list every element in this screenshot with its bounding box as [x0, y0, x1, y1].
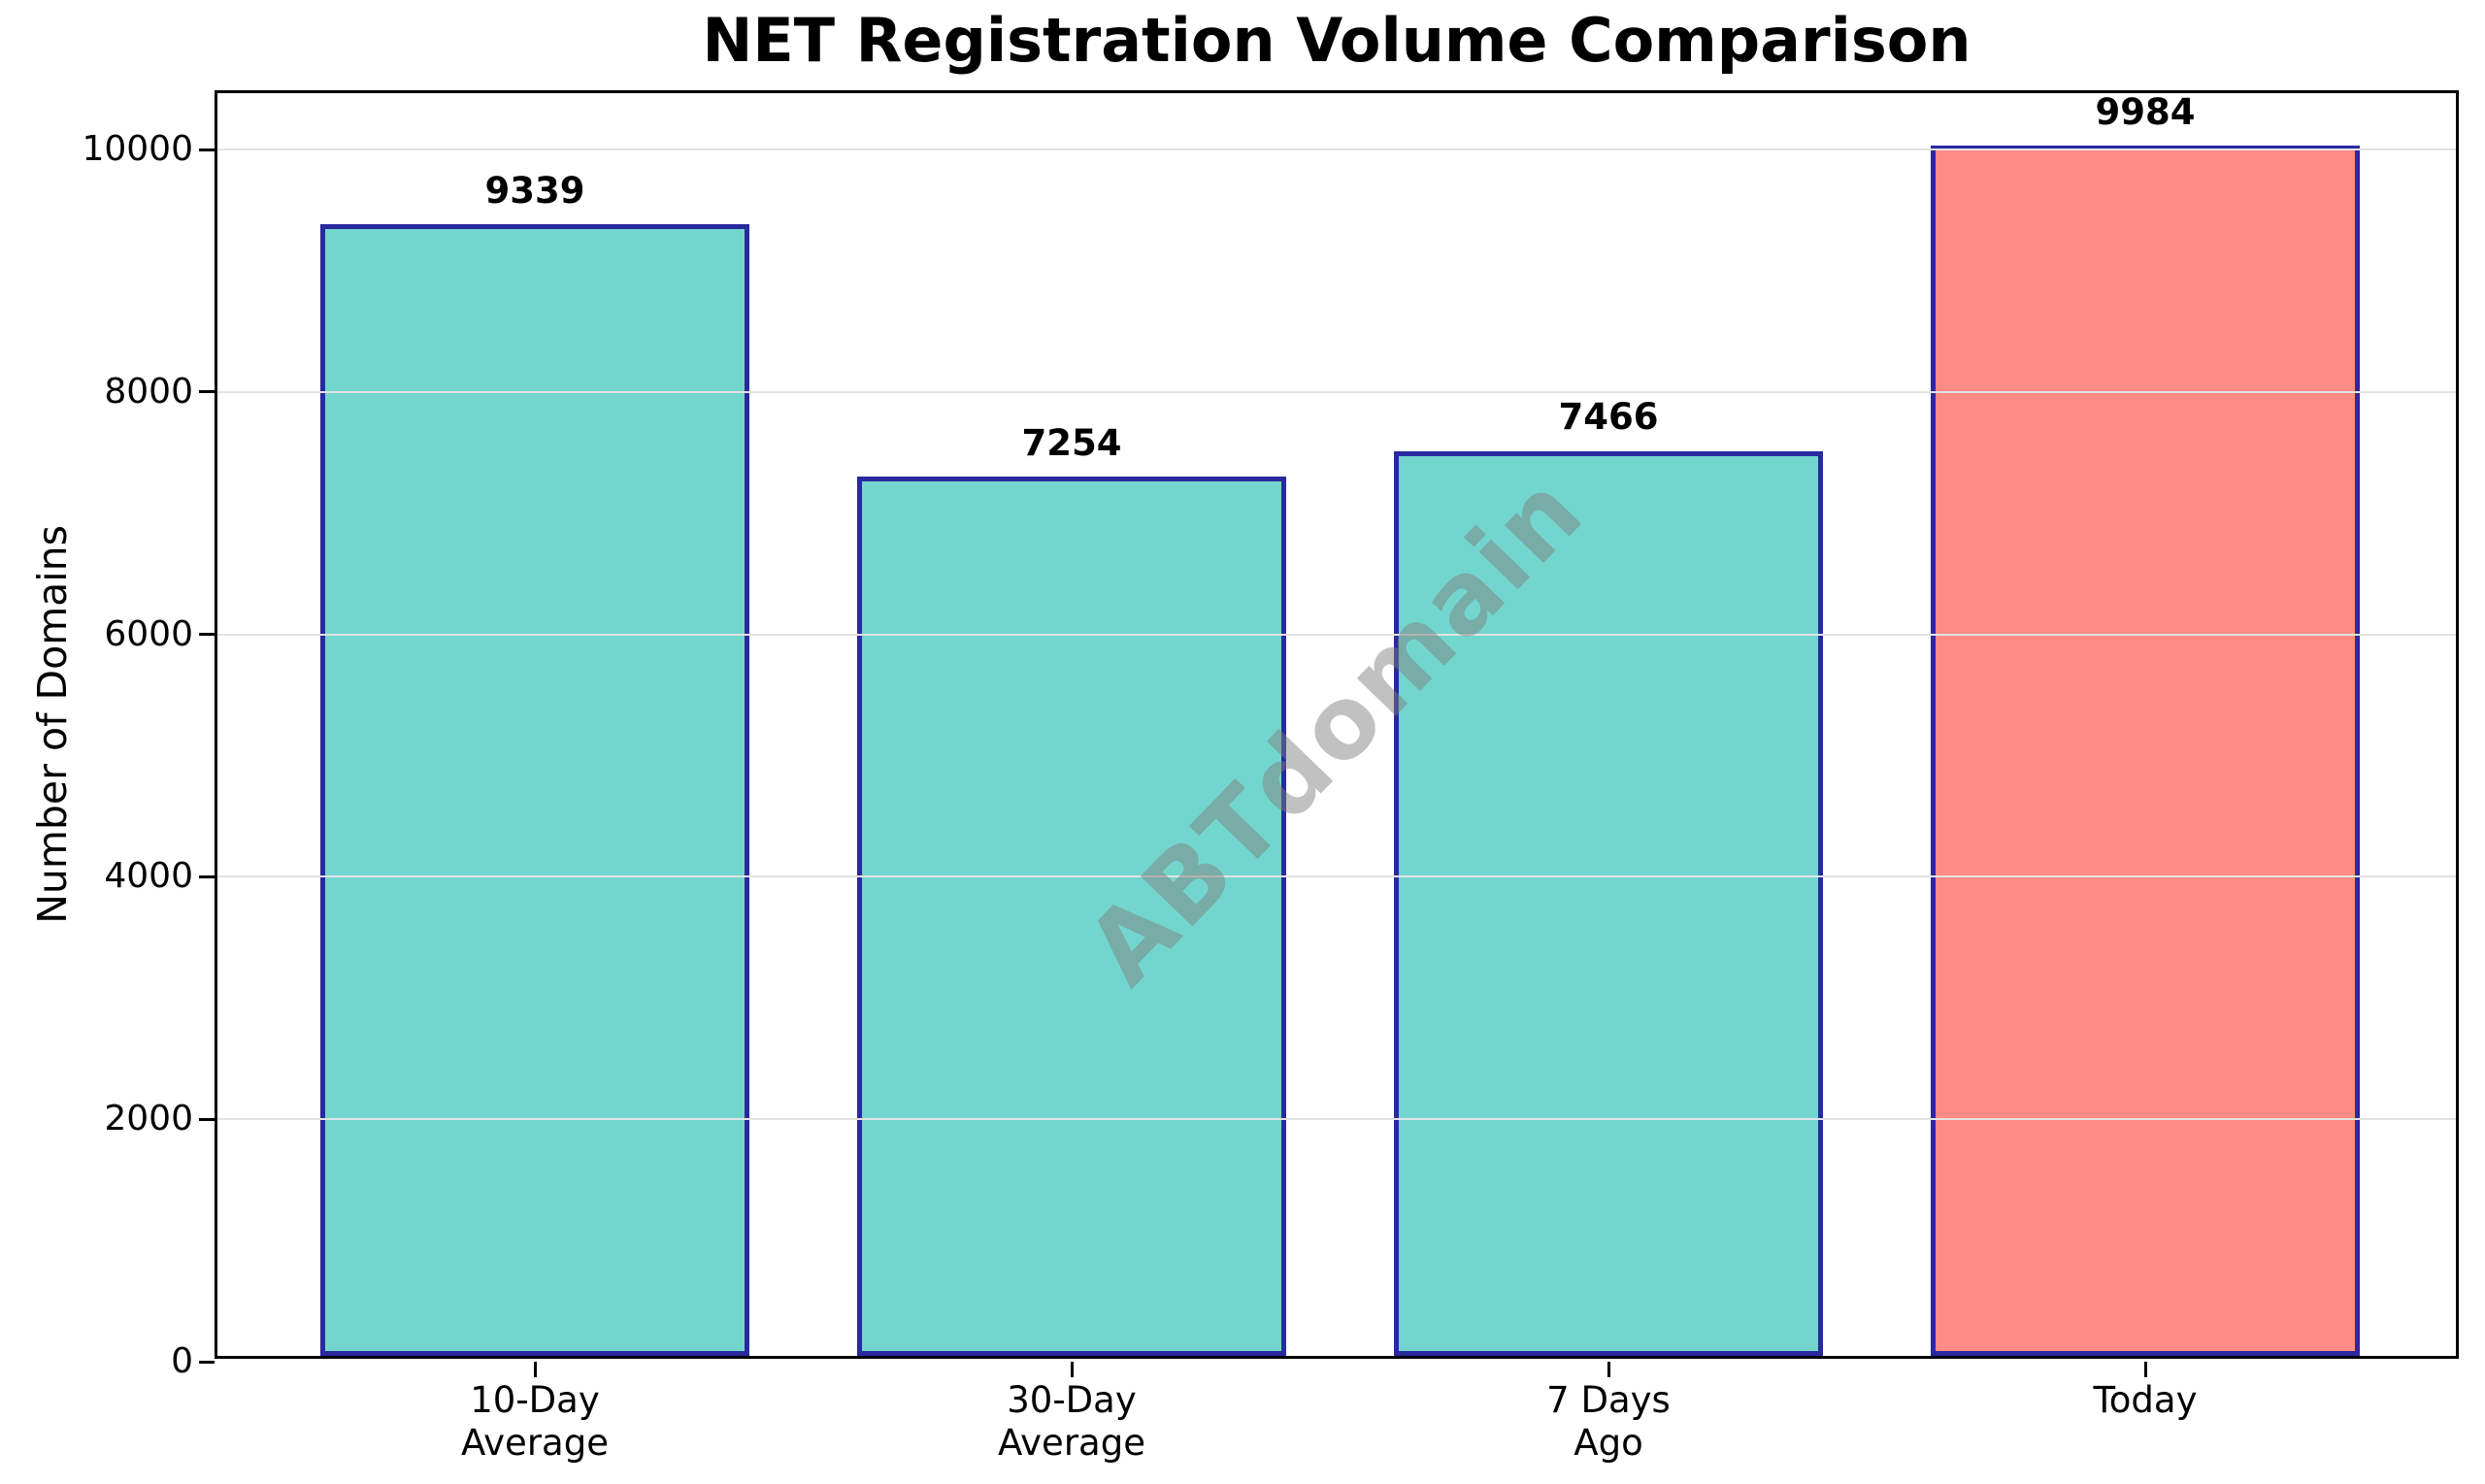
y-tick-mark-6000 — [199, 633, 215, 637]
gridline-8000 — [217, 390, 2456, 393]
y-tick-label-8000: 8000 — [104, 371, 193, 412]
chart-title: NET Registration Volume Comparison — [702, 5, 1971, 76]
x-tick-mark-7-days-ago — [1607, 1362, 1610, 1377]
y-tick-mark-10000 — [199, 148, 215, 151]
y-tick-mark-0 — [199, 1360, 215, 1364]
y-tick-label-2000: 2000 — [104, 1099, 193, 1139]
x-tick-mark-today — [2143, 1362, 2147, 1377]
bar-value-label-7-days-ago: 7466 — [1558, 396, 1659, 439]
x-tick-label-10-day-average: 10-Day Average — [461, 1379, 609, 1464]
y-tick-mark-4000 — [199, 874, 215, 878]
y-tick-mark-2000 — [199, 1117, 215, 1121]
gridline-4000 — [217, 875, 2456, 878]
bar-value-label-10-day-average: 9339 — [484, 169, 585, 212]
y-tick-mark-8000 — [199, 390, 215, 394]
y-tick-label-6000: 6000 — [104, 613, 193, 654]
y-tick-label-0: 0 — [171, 1341, 193, 1381]
bar-today — [1931, 146, 2360, 1356]
bar-value-label-today: 9984 — [2095, 91, 2196, 133]
x-tick-label-today: Today — [2093, 1379, 2198, 1421]
bar-value-label-30-day-average: 7254 — [1021, 421, 1122, 464]
x-tick-mark-10-day-average — [533, 1362, 537, 1377]
gridline-6000 — [217, 633, 2456, 636]
x-tick-label-30-day-average: 30-Day Average — [998, 1379, 1145, 1464]
y-axis-label: Number of Domains — [14, 90, 91, 1359]
gridline-2000 — [217, 1118, 2456, 1121]
bar-30-day-average — [857, 476, 1286, 1356]
gridline-10000 — [217, 148, 2456, 150]
y-tick-label-4000: 4000 — [104, 856, 193, 897]
x-tick-label-7-days-ago: 7 Days Ago — [1546, 1379, 1671, 1464]
plot-area: 0 2000 4000 6000 8000 10000 9339 10-Day Average… — [82, 90, 2459, 1464]
bar-7-days-ago — [1394, 450, 1823, 1356]
y-tick-label-10000: 10000 — [82, 129, 193, 169]
x-tick-mark-30-day-average — [1070, 1362, 1074, 1377]
bar-10-day-average — [320, 223, 749, 1356]
